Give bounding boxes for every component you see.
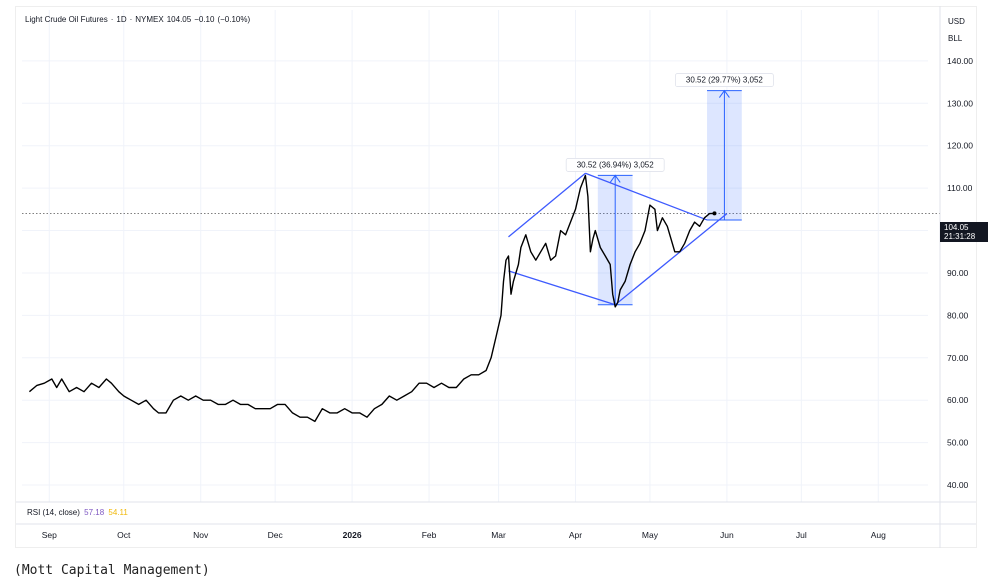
currency-label: USD xyxy=(948,17,965,26)
measure-label-1: 30.52 (29.77%) 3,052 xyxy=(686,76,763,85)
rsi-value-1: 57.18 xyxy=(84,508,105,517)
y-tick-label-1: 50.00 xyxy=(947,438,969,448)
measure-label-bg-1 xyxy=(675,73,774,87)
source-caption: (Mott Capital Management) xyxy=(14,563,210,578)
last-price-badge: 104.05 21:31:28 xyxy=(940,222,988,242)
x-tick-label-5: Feb xyxy=(422,530,437,540)
series-layer xyxy=(28,174,717,423)
y-tick-label-8: 120.00 xyxy=(947,141,973,151)
y-tick-label-7: 110.00 xyxy=(947,183,973,193)
x-tick-label-2: Nov xyxy=(193,530,209,540)
annotation-layer: 30.52 (36.94%) 3,052 30.52 (29.77%) 3,052 xyxy=(508,73,774,306)
x-tick-label-10: Jul xyxy=(796,530,807,540)
x-tick-label-11: Aug xyxy=(871,530,886,540)
axis-layer: 40.0050.0060.0070.0080.0090.00100.00110.… xyxy=(16,6,976,548)
trend-line-2 xyxy=(585,172,708,221)
y-tick-label-0: 40.00 xyxy=(947,480,969,490)
measure-arrowhead-1 xyxy=(718,89,730,98)
grid-layer xyxy=(22,10,940,502)
trend-line-1 xyxy=(508,270,616,306)
x-tick-label-3: Dec xyxy=(268,530,284,540)
chart-title: Light Crude Oil Futures · 1D · NYMEX 104.05 −0… xyxy=(25,15,251,24)
trend-line-0 xyxy=(508,172,586,238)
measure-label-0: 30.52 (36.94%) 3,052 xyxy=(577,160,654,169)
x-tick-label-4: 2026 xyxy=(343,530,362,540)
y-tick-label-4: 80.00 xyxy=(947,310,969,320)
last-price-value: 104.05 xyxy=(944,223,969,232)
y-tick-label-10: 140.00 xyxy=(947,56,973,66)
unit-label: BLL xyxy=(948,34,963,43)
x-tick-label-8: May xyxy=(642,530,659,540)
measure-label-bg-0 xyxy=(565,158,665,172)
y-tick-label-2: 60.00 xyxy=(947,395,969,405)
chart-canvas[interactable]: 40.0050.0060.0070.0080.0090.00100.00110.… xyxy=(0,0,997,560)
x-tick-label-1: Oct xyxy=(117,530,131,540)
measure-arrowhead-0 xyxy=(609,174,621,183)
rsi-legend: RSI (14, close) 57.18 54.11 xyxy=(27,508,128,517)
y-tick-label-9: 130.00 xyxy=(947,98,973,108)
x-tick-label-6: Mar xyxy=(491,530,506,540)
rsi-label: RSI (14, close) xyxy=(27,508,80,517)
x-tick-label-7: Apr xyxy=(569,530,582,540)
price-series-line-0 xyxy=(28,174,715,423)
last-price-time: 21:31:28 xyxy=(944,232,976,241)
x-tick-label-9: Jun xyxy=(720,530,734,540)
x-tick-label-0: Sep xyxy=(42,530,57,540)
trend-line-3 xyxy=(614,213,728,306)
last-price-dot-0 xyxy=(712,211,717,216)
y-tick-label-3: 70.00 xyxy=(947,353,969,363)
chart-frame xyxy=(15,6,977,548)
y-tick-label-5: 90.00 xyxy=(947,268,969,278)
rsi-value-2: 54.11 xyxy=(108,508,128,517)
